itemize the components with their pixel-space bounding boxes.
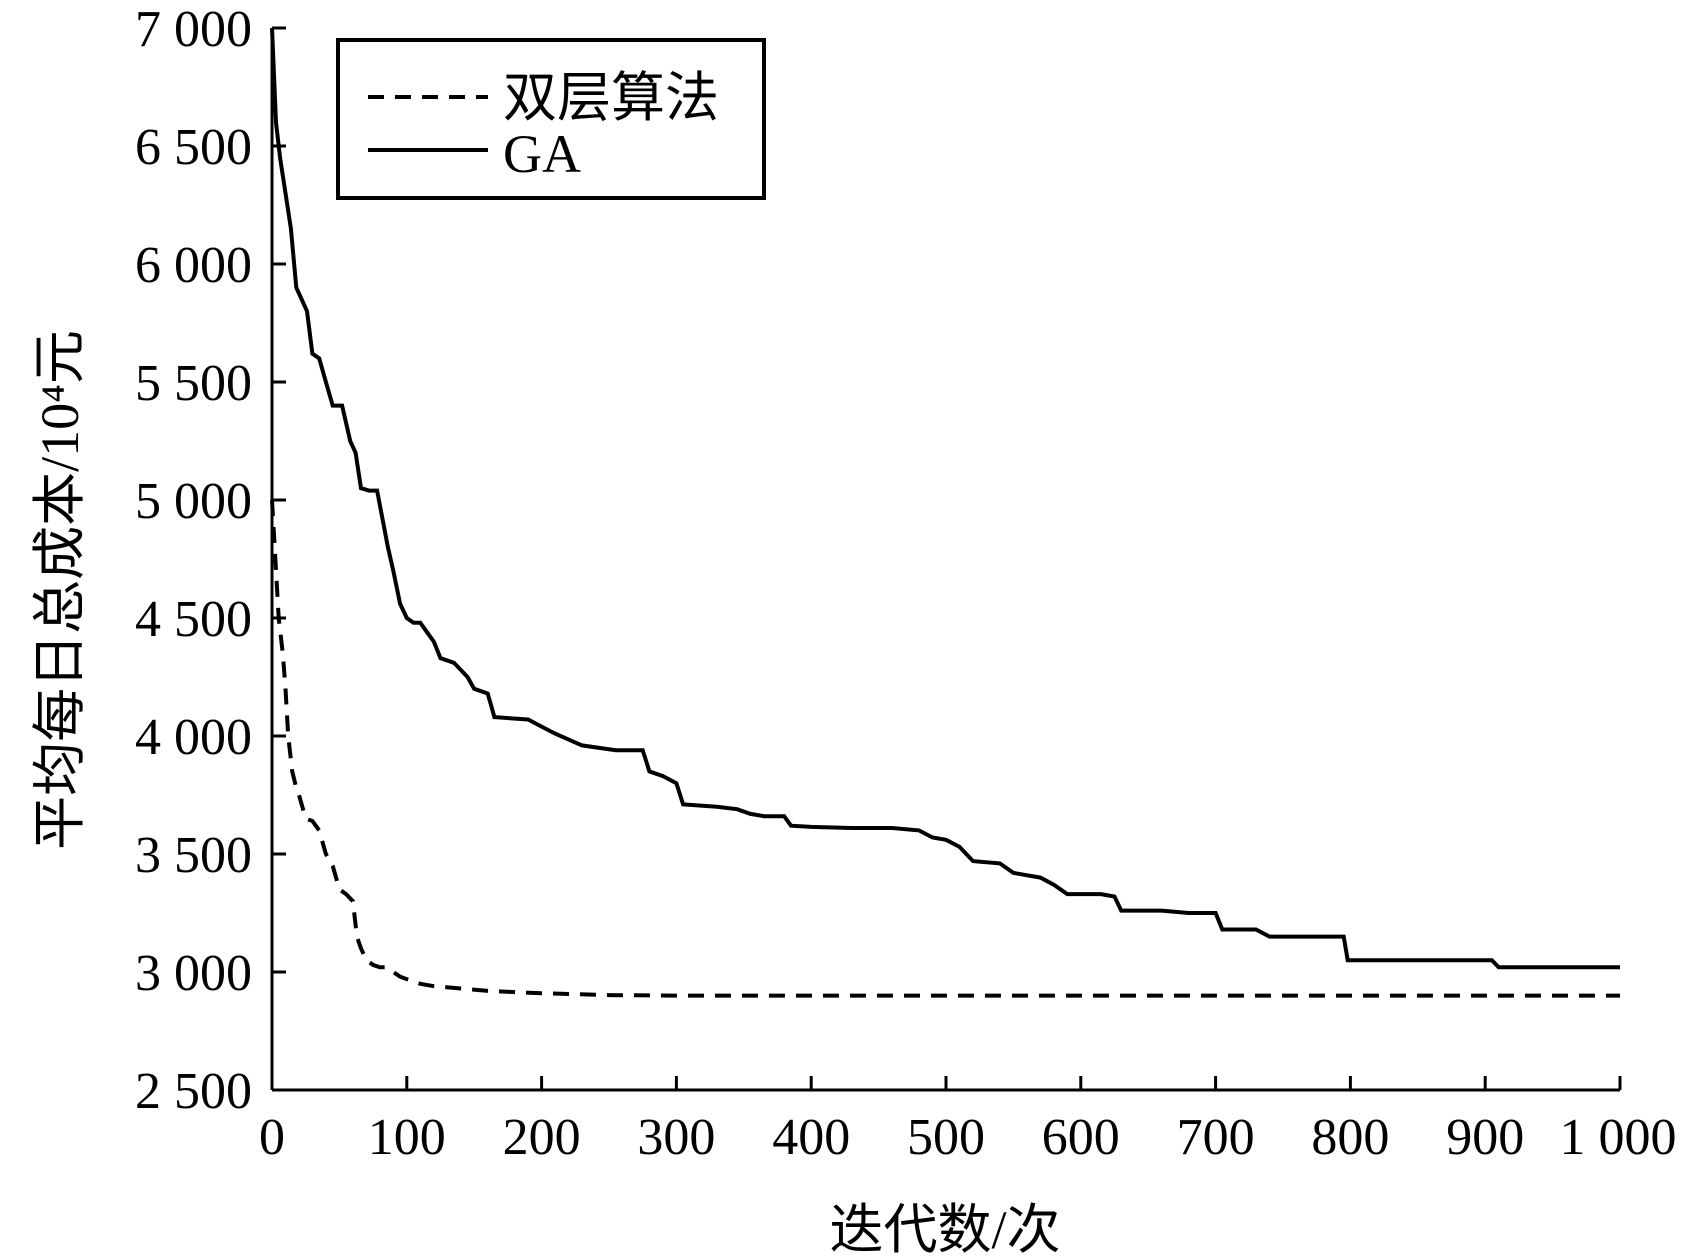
- x-tick-label: 900: [1446, 1109, 1524, 1166]
- series-line-bilevel: [270, 499, 1620, 998]
- x-tick-label: 700: [1177, 1109, 1255, 1166]
- x-tick-label: 200: [503, 1109, 581, 1166]
- y-tick-label: 7 000: [135, 1, 252, 58]
- legend: 双层算法 GA: [336, 38, 766, 200]
- series-layer: [270, 27, 1620, 998]
- x-tick-label: 500: [907, 1109, 985, 1166]
- y-axis-ticks: 2 500 3 000 3 500 4 000 4 500 5 000 5 500 6 000…: [135, 1, 286, 1120]
- legend-box: [336, 38, 766, 200]
- x-tick-label: 400: [772, 1109, 850, 1166]
- x-tick-label: 100: [368, 1109, 446, 1166]
- y-tick-label: 3 000: [135, 945, 252, 1002]
- legend-label-bilevel: 双层算法: [503, 68, 719, 128]
- series-line-ga: [270, 27, 1620, 970]
- y-tick-label: 2 500: [135, 1063, 252, 1120]
- x-tick-label: 0: [259, 1109, 285, 1166]
- legend-label-ga: GA: [503, 124, 581, 184]
- x-tick-label: 1 000: [1560, 1109, 1677, 1166]
- x-tick-label: 800: [1311, 1109, 1389, 1166]
- x-tick-label: 600: [1042, 1109, 1120, 1166]
- x-axis-ticks: 0 100 200 300 400 500 600 700 800 900 1 000: [259, 1076, 1677, 1166]
- y-tick-label: 5 500: [135, 355, 252, 412]
- y-tick-label: 6 000: [135, 237, 252, 294]
- y-tick-label: 4 500: [135, 591, 252, 648]
- y-tick-label: 3 500: [135, 827, 252, 884]
- y-tick-label: 6 500: [135, 119, 252, 176]
- y-tick-label: 5 000: [135, 473, 252, 530]
- x-tick-label: 300: [637, 1109, 715, 1166]
- y-tick-label: 4 000: [135, 709, 252, 766]
- y-axis-title: 平均每日总成本/10⁴元: [30, 330, 90, 850]
- x-axis-title: 迭代数/次: [829, 1200, 1060, 1258]
